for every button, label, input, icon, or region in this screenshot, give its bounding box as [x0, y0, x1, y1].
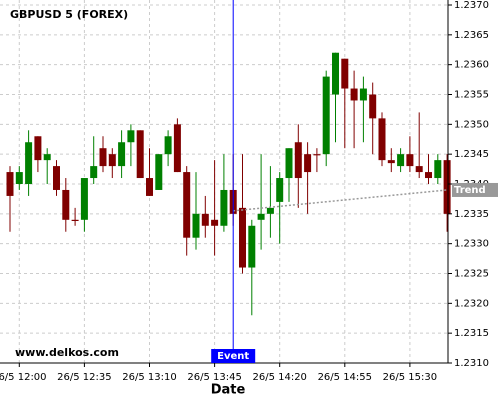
candle-body — [43, 154, 51, 161]
y-tick-label: 1.2330 — [454, 239, 489, 250]
candle-body — [90, 166, 98, 179]
candle-body — [332, 52, 339, 95]
candle-body — [425, 172, 432, 179]
x-tick-label: 26/5 12:00 — [0, 372, 47, 383]
candle-body — [257, 213, 265, 220]
candle-body — [211, 219, 219, 226]
x-tick-label: 26/5 13:45 — [187, 372, 241, 383]
candle-body — [6, 172, 14, 196]
candle-body — [99, 148, 107, 167]
candle-body — [350, 88, 358, 101]
candle-body — [239, 207, 246, 268]
candle-body — [15, 172, 23, 184]
candle-body — [443, 160, 451, 214]
y-tick-label: 1.2365 — [454, 30, 489, 41]
candle-body — [183, 172, 191, 238]
x-axis-title: Date — [211, 383, 246, 398]
event-label: Event — [217, 351, 249, 362]
candle-body — [164, 136, 172, 155]
candle-body — [387, 160, 395, 164]
candle-body — [359, 88, 367, 101]
event-label-box — [211, 349, 256, 363]
candle-body — [34, 136, 42, 161]
x-tick-label: 26/5 13:10 — [122, 372, 176, 383]
chart-title: GBPUSD 5 (FOREX) — [10, 8, 128, 21]
y-tick-label: 1.2315 — [454, 328, 489, 339]
candle-body — [201, 213, 209, 226]
candle-body — [25, 142, 33, 184]
y-tick-label: 1.2345 — [454, 149, 489, 160]
candle-body — [248, 225, 256, 268]
candle-body — [127, 130, 135, 143]
candle-body — [313, 154, 321, 156]
candle-body — [62, 189, 70, 220]
candle-body — [322, 76, 330, 155]
candle-body — [146, 178, 153, 196]
candle-body — [118, 142, 126, 167]
candle-body — [285, 148, 293, 179]
candle-body — [434, 160, 442, 179]
candle-body — [378, 118, 386, 161]
trend-label: Trend — [454, 185, 486, 196]
x-tick-label: 26/5 12:35 — [57, 372, 111, 383]
trend-label-box — [452, 182, 498, 197]
candle-body — [369, 94, 377, 119]
candle-body — [415, 166, 423, 173]
candle-body — [294, 142, 302, 179]
candle-body — [71, 219, 79, 221]
y-tick-label: 1.2335 — [454, 209, 489, 220]
candle-body — [108, 154, 116, 167]
candle-body — [155, 154, 163, 190]
y-tick-label: 1.2310 — [454, 358, 489, 369]
x-tick-label: 26/5 15:30 — [383, 372, 437, 383]
candle-body — [304, 154, 312, 173]
y-tick-label: 1.2325 — [454, 269, 489, 280]
y-tick-label: 1.2355 — [454, 90, 489, 101]
y-tick-label: 1.2350 — [454, 119, 489, 130]
candle-body — [276, 178, 284, 202]
candle-body — [173, 124, 181, 173]
candle-body — [397, 154, 405, 167]
candle-body — [192, 213, 200, 238]
candles — [6, 52, 451, 316]
candle-body — [406, 154, 414, 167]
candle-body — [341, 58, 349, 89]
candle-body — [53, 166, 60, 190]
y-tick-label: 1.2320 — [454, 298, 489, 309]
candle-body — [266, 207, 274, 214]
candle-body — [80, 178, 88, 220]
x-tick-label: 26/5 14:55 — [318, 372, 372, 383]
x-tick-label: 26/5 14:20 — [252, 372, 306, 383]
candle-body — [136, 130, 144, 179]
watermark: www.delkos.com — [15, 346, 119, 359]
candle-body — [220, 189, 228, 226]
y-tick-label: 1.2370 — [454, 0, 489, 11]
y-tick-label: 1.2360 — [454, 60, 489, 71]
